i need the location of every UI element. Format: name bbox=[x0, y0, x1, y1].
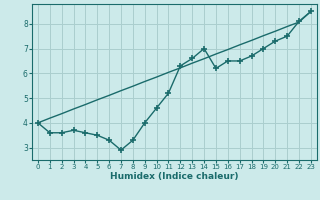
X-axis label: Humidex (Indice chaleur): Humidex (Indice chaleur) bbox=[110, 172, 239, 181]
